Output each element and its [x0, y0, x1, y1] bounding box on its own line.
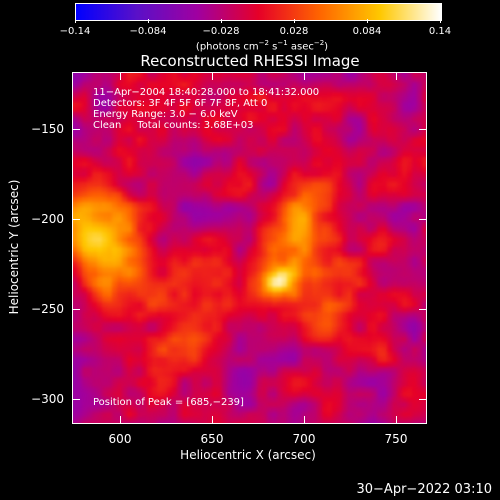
x-tick-label: 700 [292, 432, 316, 446]
y-tick [419, 309, 426, 310]
x-tick [304, 416, 305, 423]
colorbar-tick [440, 19, 441, 23]
y-tick [73, 309, 80, 310]
y-tick [419, 129, 426, 130]
colorbar-tick [75, 19, 76, 23]
x-tick [120, 416, 121, 423]
annotation-total-counts: Clean Total counts: 3.68E+03 [93, 120, 254, 131]
y-tick [419, 219, 426, 220]
colorbar [75, 3, 442, 21]
x-tick-label: 600 [108, 432, 132, 446]
y-axis-label: Heliocentric Y (arcsec) [7, 179, 21, 315]
plot-title: Reconstructed RHESSI Image [140, 52, 360, 70]
annotation-energy-range: Energy Range: 3.0 − 6.0 keV [93, 109, 238, 120]
colorbar-tick-label: 0.084 [352, 26, 382, 37]
y-tick [73, 399, 80, 400]
x-tick-label: 650 [200, 432, 224, 446]
x-tick [212, 73, 213, 80]
x-axis-label: Heliocentric X (arcsec) [180, 448, 316, 462]
colorbar-tick-label: −0.14 [59, 26, 91, 37]
colorbar-tick-label: −0.084 [129, 26, 167, 37]
y-tick-label: −300 [31, 392, 64, 406]
y-tick-label: −250 [31, 302, 64, 316]
colorbar-tick-label: 0.028 [279, 26, 309, 37]
colorbar-tick [367, 19, 368, 23]
y-tick [419, 399, 426, 400]
annotation-detectors: Detectors: 3F 4F 5F 6F 7F 8F, Att 0 [93, 98, 268, 109]
colorbar-tick [148, 19, 149, 23]
colorbar-unit-label: (photons cm−2 s−1 asec−2) [195, 39, 329, 53]
annotation-time-range: 11−Apr−2004 18:40:28.000 to 18:41:32.000 [93, 87, 320, 98]
y-tick [73, 219, 80, 220]
colorbar-tick [294, 19, 295, 23]
annotation-peak-position: Position of Peak = [685,−239] [93, 397, 244, 408]
x-tick [120, 73, 121, 80]
x-tick [396, 73, 397, 80]
plot-date-stamp: 30−Apr−2022 03:10 [356, 482, 493, 497]
y-tick-label: −150 [31, 122, 64, 136]
x-tick [396, 416, 397, 423]
heatmap-canvas [72, 72, 427, 424]
y-tick-label: −200 [31, 212, 64, 226]
x-tick [304, 73, 305, 80]
colorbar-tick-label: −0.028 [202, 26, 240, 37]
colorbar-tick [221, 19, 222, 23]
rhessi-image [72, 72, 427, 424]
x-tick [212, 416, 213, 423]
colorbar-tick-label: 0.14 [428, 26, 452, 37]
x-tick-label: 750 [384, 432, 408, 446]
y-tick [73, 129, 80, 130]
